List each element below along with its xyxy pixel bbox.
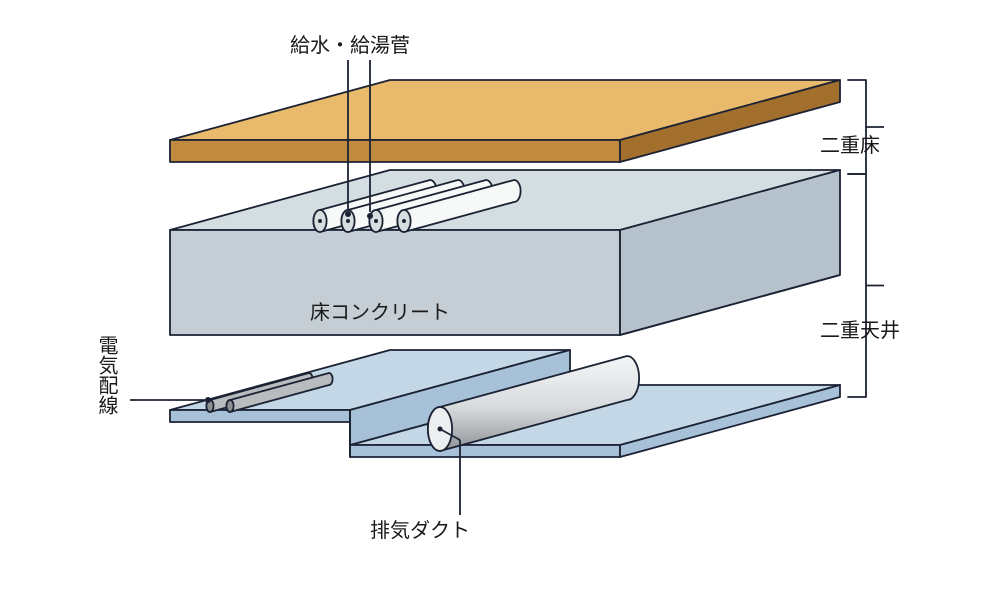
label-duct: 排気ダクト (370, 520, 470, 542)
label-pipes-top: 給水・給湯菅 (290, 35, 410, 57)
label-wires: 電気配線 (95, 335, 117, 415)
label-double-floor: 二重床 (820, 135, 880, 157)
label-double-ceiling: 二重天井 (820, 320, 900, 342)
label-concrete: 床コンクリート (310, 302, 450, 324)
